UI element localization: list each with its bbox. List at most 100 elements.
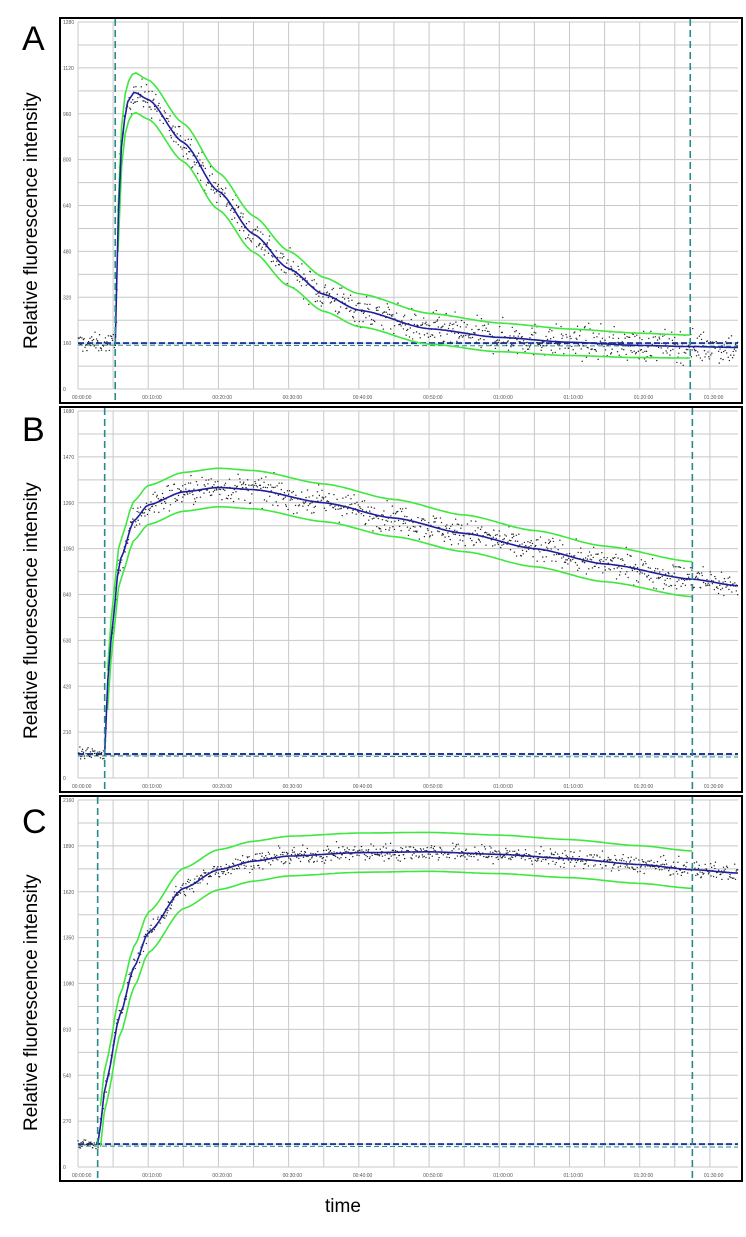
data-point [665, 350, 667, 352]
data-point [595, 350, 597, 352]
data-point [470, 855, 472, 858]
data-point [317, 850, 319, 853]
data-point [612, 557, 615, 560]
data-point [231, 218, 233, 221]
data-point [250, 865, 252, 868]
data-point [254, 853, 257, 856]
data-point [426, 846, 428, 849]
data-point [132, 518, 134, 520]
data-point [604, 569, 607, 571]
data-point [466, 858, 468, 860]
data-point [126, 981, 129, 984]
data-point [352, 509, 354, 512]
data-point [639, 571, 642, 573]
data-point [390, 328, 392, 330]
data-point [583, 867, 585, 870]
y-tick-label: 1050 [63, 547, 74, 553]
data-point [327, 501, 330, 503]
data-point [735, 350, 737, 352]
data-point [320, 305, 322, 307]
data-point [548, 539, 550, 541]
data-point [258, 244, 260, 247]
data-point [642, 351, 644, 354]
data-point [230, 872, 232, 875]
y-tick-label: 540 [63, 1073, 72, 1079]
data-point [668, 868, 671, 870]
data-point [625, 861, 628, 863]
data-point [662, 863, 664, 865]
data-point [124, 551, 126, 553]
data-point [658, 571, 661, 573]
data-point [415, 314, 417, 317]
data-point [526, 341, 528, 344]
data-point [392, 849, 395, 852]
data-point [483, 338, 485, 341]
data-point [111, 337, 113, 340]
data-point [524, 350, 526, 353]
data-point [228, 478, 231, 480]
data-point [645, 360, 647, 362]
data-point [144, 91, 146, 93]
data-point [309, 503, 311, 505]
data-point [565, 854, 567, 857]
data-point [694, 867, 696, 869]
data-point [414, 526, 416, 528]
data-point [687, 576, 690, 578]
data-point [576, 564, 578, 566]
data-point [696, 572, 698, 574]
data-point [697, 351, 699, 353]
data-point [387, 306, 390, 309]
data-point [237, 206, 240, 208]
data-point [473, 855, 475, 858]
data-point [455, 321, 457, 323]
data-point [733, 863, 736, 865]
data-point [433, 845, 436, 848]
data-point [683, 351, 685, 354]
data-point [326, 500, 329, 502]
data-point [548, 541, 551, 544]
data-point [654, 342, 656, 344]
data-point [476, 533, 478, 535]
data-point [647, 346, 649, 348]
data-point [392, 512, 395, 515]
data-point [555, 861, 557, 864]
data-point [528, 348, 530, 350]
data-point [498, 339, 500, 341]
data-point [432, 311, 434, 314]
data-point [721, 878, 723, 881]
data-point [143, 100, 145, 102]
data-point [106, 344, 109, 346]
data-point [395, 857, 398, 859]
data-point [397, 510, 399, 513]
data-point [629, 861, 631, 863]
data-point [676, 873, 679, 875]
data-point [338, 846, 340, 849]
data-point [323, 862, 326, 864]
data-point [723, 594, 725, 597]
data-point [613, 863, 616, 865]
data-point [241, 226, 243, 228]
data-point [377, 854, 379, 856]
data-point [437, 859, 440, 861]
x-tick-label: 00:10:00 [142, 784, 162, 790]
x-tick-label: 01:10:00 [563, 395, 583, 401]
data-point [265, 855, 267, 857]
x-tick-label: 00:40:00 [353, 395, 373, 401]
data-point [452, 328, 454, 330]
data-point [713, 865, 715, 867]
data-point [354, 502, 356, 505]
data-point [701, 871, 703, 874]
data-point [701, 359, 703, 362]
data-point [618, 869, 620, 872]
data-point [93, 752, 96, 755]
data-point [364, 522, 367, 525]
data-point [79, 758, 82, 760]
data-point [420, 519, 423, 522]
data-point [724, 349, 726, 352]
data-point [285, 504, 287, 506]
data-point [676, 343, 679, 345]
data-point [494, 850, 497, 852]
data-point [511, 533, 513, 535]
data-point [185, 147, 188, 150]
data-point [402, 328, 405, 330]
